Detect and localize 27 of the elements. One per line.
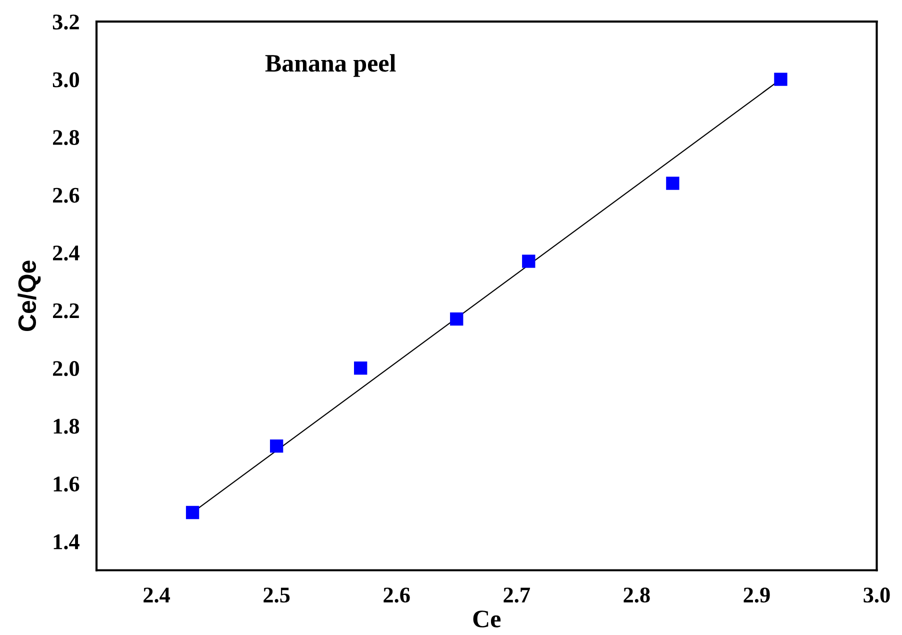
- x-tick-label: 2.9: [744, 588, 770, 603]
- point: [186, 506, 200, 520]
- x-tick-label: 2.7: [504, 588, 530, 603]
- x-tick-label: 2.4: [144, 588, 170, 603]
- point: [450, 312, 464, 326]
- x-tick-label: 2.5: [264, 588, 290, 603]
- y-tick-label: 2.6: [53, 188, 80, 203]
- y-tick-label: 2.0: [53, 361, 79, 376]
- point: [522, 254, 536, 268]
- x-tick-label: 3.0: [864, 588, 890, 603]
- y-tick-label: 2.4: [53, 246, 80, 261]
- y-axis-title: Ce/Qe: [18, 260, 41, 332]
- y-tick-label: 1.6: [54, 476, 80, 492]
- annotation: Banana peel: [265, 54, 396, 77]
- point: [666, 176, 680, 190]
- y-tick-label: 3.2: [52, 14, 79, 30]
- x-tick-label: 2.8: [624, 588, 650, 603]
- point: [270, 439, 284, 453]
- y-tick-label: 1.8: [54, 418, 80, 434]
- y-tick-label: 3.0: [52, 72, 79, 88]
- y-tick-label: 2.8: [53, 130, 80, 146]
- point: [774, 72, 788, 86]
- point: [354, 362, 368, 375]
- y-tick-label: 1.4: [54, 534, 80, 550]
- x-tick-label: 2.6: [384, 588, 410, 603]
- y-tick-label: 2.2: [53, 303, 79, 318]
- x-axis-title: Ce: [473, 610, 501, 628]
